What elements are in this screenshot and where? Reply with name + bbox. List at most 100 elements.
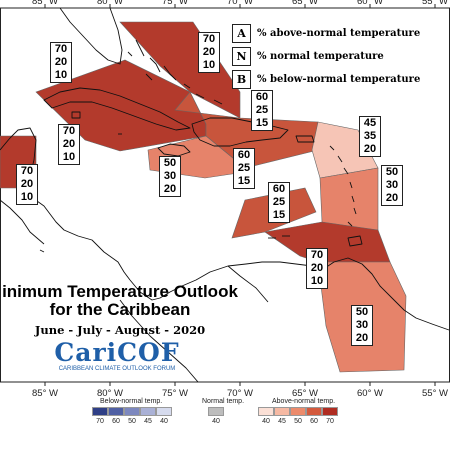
caricof-logo: CariCOF CARIBBEAN CLIMATE OUTLOOK FORUM xyxy=(52,339,182,375)
forecast-box: 70 20 10 xyxy=(198,32,220,73)
prob-above: 70 xyxy=(202,33,216,45)
prob-normal: 25 xyxy=(237,162,251,174)
prob-below: 15 xyxy=(255,117,269,129)
prob-normal: 25 xyxy=(272,196,286,208)
forecast-box: 70 20 10 xyxy=(50,42,72,83)
scale-label-above: 45 xyxy=(278,418,286,425)
top-lon-label: 65° W xyxy=(292,0,318,7)
prob-below: 10 xyxy=(54,69,68,81)
bottom-lon-label: 55° W xyxy=(422,388,448,399)
forecast-box: 45 35 20 xyxy=(359,116,381,157)
prob-normal: 20 xyxy=(54,56,68,68)
scale-label-below: 40 xyxy=(160,418,168,425)
prob-below: 10 xyxy=(62,151,76,163)
scale-swatch-below xyxy=(108,407,124,416)
title-line-2: for the Caribbean xyxy=(49,300,191,319)
forecast-box: 60 25 15 xyxy=(268,182,290,223)
prob-normal: 30 xyxy=(355,319,369,331)
scale-label-normal: 40 xyxy=(212,418,220,425)
top-lon-label: 60° W xyxy=(357,0,383,7)
scale-label-above: 60 xyxy=(310,418,318,425)
prob-normal: 30 xyxy=(163,170,177,182)
scale-label-below: 70 xyxy=(96,418,104,425)
key-letter: N xyxy=(232,46,251,66)
probability-key: A % above-normal temperature N % normal … xyxy=(232,22,420,91)
prob-normal: 20 xyxy=(202,46,216,58)
prob-below: 10 xyxy=(310,275,324,287)
prob-above: 70 xyxy=(54,43,68,55)
key-row-normal: N % normal temperature xyxy=(232,45,420,67)
prob-above: 70 xyxy=(20,165,34,177)
bottom-lon-label: 85° W xyxy=(32,388,58,399)
prob-above: 60 xyxy=(255,91,269,103)
key-text: % above-normal temperature xyxy=(257,27,421,39)
prob-normal: 25 xyxy=(255,104,269,116)
forecast-box: 50 30 20 xyxy=(351,305,373,346)
prob-below: 20 xyxy=(355,332,369,344)
top-lon-label: 75° W xyxy=(162,0,188,7)
scale-swatch-below xyxy=(140,407,156,416)
forecast-box: 50 30 20 xyxy=(159,156,181,197)
scale-swatch-above xyxy=(306,407,322,416)
forecast-box: 50 30 20 xyxy=(381,165,403,206)
top-lon-label: 55° W xyxy=(422,0,448,7)
forecast-box: 70 20 10 xyxy=(16,164,38,205)
forecast-box: 70 20 10 xyxy=(58,124,80,165)
prob-above: 50 xyxy=(385,166,399,178)
prob-below: 20 xyxy=(363,143,377,155)
forecast-period: June - July - August - 2020 xyxy=(34,323,206,337)
prob-below: 15 xyxy=(272,209,286,221)
forecast-box: 60 25 15 xyxy=(233,148,255,189)
scale-swatch-above xyxy=(290,407,306,416)
prob-below: 10 xyxy=(20,191,34,203)
key-letter: A xyxy=(232,23,251,43)
forecast-box: 70 20 10 xyxy=(306,248,328,289)
title-line-1: inimum Temperature Outlook xyxy=(2,282,238,301)
prob-above: 70 xyxy=(62,125,76,137)
scale-label-above: 50 xyxy=(294,418,302,425)
bottom-lon-label: 70° W xyxy=(227,388,253,399)
scale-swatch-normal xyxy=(208,407,224,416)
top-lon-label: 70° W xyxy=(227,0,253,7)
top-lon-label: 80° W xyxy=(97,0,123,7)
key-row-below: B % below-normal temperature xyxy=(232,68,420,90)
scale-label-below: 60 xyxy=(112,418,120,425)
prob-above: 50 xyxy=(163,157,177,169)
prob-normal: 30 xyxy=(385,179,399,191)
top-lon-label: 85° W xyxy=(32,0,58,7)
prob-below: 20 xyxy=(163,183,177,195)
prob-below: 10 xyxy=(202,59,216,71)
key-row-above: A % above-normal temperature xyxy=(232,22,420,44)
prob-normal: 20 xyxy=(20,178,34,190)
bottom-lon-label: 75° W xyxy=(162,388,188,399)
scale-label-below: 50 xyxy=(128,418,136,425)
scale-label-below: 45 xyxy=(144,418,152,425)
prob-normal: 35 xyxy=(363,130,377,142)
scale-label-above: 40 xyxy=(262,418,270,425)
bottom-lon-label: 60° W xyxy=(357,388,383,399)
key-text: % below-normal temperature xyxy=(257,73,421,85)
prob-normal: 20 xyxy=(62,138,76,150)
scale-swatch-above xyxy=(274,407,290,416)
prob-below: 20 xyxy=(385,192,399,204)
bottom-lon-label: 80° W xyxy=(97,388,123,399)
logo-wordmark: CariCOF xyxy=(54,338,180,367)
forecast-box: 60 25 15 xyxy=(251,90,273,131)
logo-tagline: CARIBBEAN CLIMATE OUTLOOK FORUM xyxy=(58,366,176,372)
prob-above: 50 xyxy=(355,306,369,318)
scale-title-below: Below-normal temp. xyxy=(100,398,163,405)
prob-above: 70 xyxy=(310,249,324,261)
key-text: % normal temperature xyxy=(257,50,384,62)
map-title: inimum Temperature Outlook for the Carib… xyxy=(0,283,240,319)
prob-above: 60 xyxy=(237,149,251,161)
prob-above: 60 xyxy=(272,183,286,195)
scale-title-normal: Normal temp. xyxy=(202,398,245,405)
scale-swatch-below xyxy=(156,407,172,416)
prob-below: 15 xyxy=(237,175,251,187)
scale-title-above: Above-normal temp. xyxy=(272,398,336,405)
region-windwards xyxy=(319,167,379,231)
prob-above: 45 xyxy=(363,117,377,129)
bottom-lon-label: 65° W xyxy=(292,388,318,399)
scale-label-above: 70 xyxy=(326,418,334,425)
